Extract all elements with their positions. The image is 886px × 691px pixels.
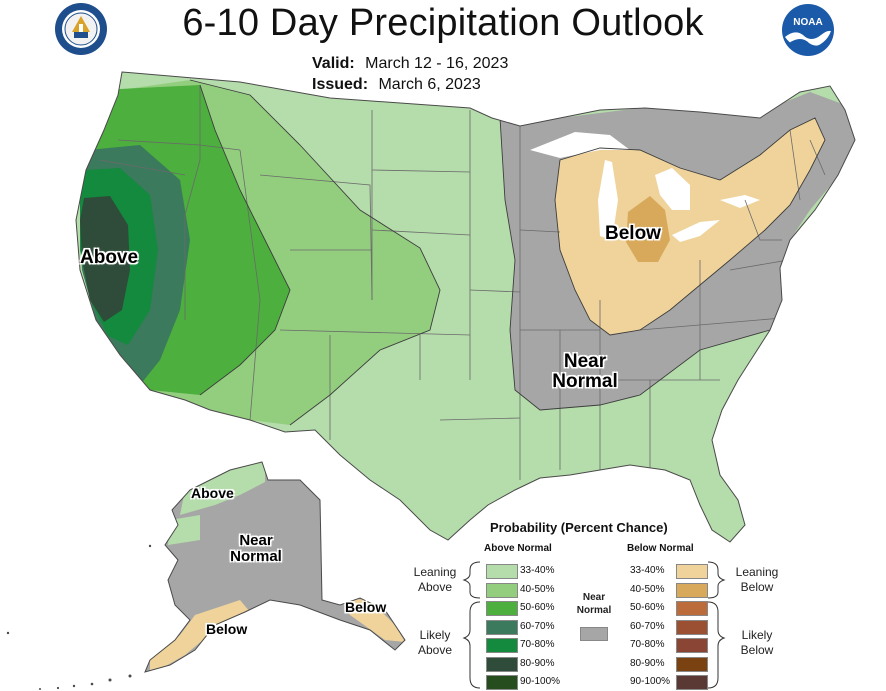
valid-label: Valid:: [312, 55, 355, 72]
near-normal-label-line1: Near: [563, 351, 607, 372]
legend-above-swatch: [486, 656, 518, 672]
above-80-90-region: [80, 196, 130, 322]
issued-line: Issued: March 6, 2023: [312, 76, 481, 94]
ak-above-region-2: [168, 515, 200, 545]
alaska-outline: [144, 461, 406, 673]
legend-leaning-above: Leaning Above: [410, 565, 460, 595]
legend-title: Probability (Percent Chance): [490, 520, 668, 535]
legend-above-swatch: [486, 601, 518, 616]
legend-below-label: 80-90%: [630, 657, 665, 669]
commerce-seal-logo: [55, 3, 107, 55]
legend-below-label: 50-60%: [630, 602, 665, 613]
legend-above-swatch: [486, 619, 518, 635]
legend-below-label: 60-70%: [630, 620, 665, 632]
near-normal-label-line2: Normal: [552, 370, 618, 392]
issued-date: March 6, 2023: [378, 76, 481, 93]
ak-below-label: Below: [206, 621, 248, 637]
category-borders: [189, 79, 826, 426]
ak-above-label: Above: [191, 485, 234, 501]
legend-below-label: 70-80%: [630, 639, 665, 650]
legend-leaning-below: Leaning Below: [730, 565, 784, 595]
legend-above-label: 90-100%: [520, 676, 561, 687]
leaning-below-line2: Below: [740, 580, 774, 594]
alaska-probability-fill: [145, 462, 405, 672]
legend-likely-below: Likely Below: [730, 628, 784, 658]
legend-below-label: 40-50%: [630, 583, 665, 595]
legend-below-label: 33-40%: [630, 565, 665, 576]
legend-above-label: 60-70%: [520, 620, 555, 632]
lake-erie: [672, 220, 720, 242]
conus-outline: [75, 71, 856, 543]
likely-above-line1: Likely: [419, 628, 451, 642]
ak-below-region: [150, 600, 250, 672]
below-label: Below: [605, 223, 661, 244]
legend-below-swatch: [676, 675, 708, 690]
near-normal-legend-line2: Normal: [576, 604, 612, 616]
legend-above-label: 40-50%: [520, 583, 555, 595]
ak-below-se-region: [340, 598, 405, 642]
legend-below-swatch: [676, 564, 708, 579]
near-normal-swatch: [580, 627, 608, 641]
likely-below-line1: Likely: [741, 628, 773, 642]
lake-michigan: [598, 160, 618, 240]
legend-below-swatch: [676, 619, 708, 635]
legend-below-braces: [707, 561, 726, 689]
lake-superior: [530, 132, 630, 158]
legend-below-swatch: [676, 656, 708, 672]
legend-below-label: 90-100%: [630, 676, 671, 687]
legend-above-header: Above Normal: [484, 543, 552, 554]
above-label: Above: [80, 247, 139, 268]
legend-likely-above: Likely Above: [410, 628, 460, 658]
legend-above-braces: [462, 561, 481, 689]
leaning-below-region: [555, 118, 825, 335]
near-normal-label: Near Normal: [540, 352, 630, 392]
issued-label: Issued:: [312, 76, 369, 93]
likely-above-line2: Above: [417, 643, 453, 657]
legend-above-label: 50-60%: [520, 602, 555, 613]
ak-below-se-label: Below: [345, 599, 387, 615]
legend-above-label: 70-80%: [520, 639, 555, 650]
map-title: 6-10 Day Precipitation Outlook: [182, 2, 704, 44]
valid-dates: March 12 - 16, 2023: [365, 55, 509, 72]
legend-above-label: 80-90%: [520, 657, 555, 669]
lake-huron: [655, 168, 690, 210]
ak-near-normal-label-line1: Near: [239, 532, 273, 549]
state-borders: [99, 85, 826, 480]
ak-above-region: [180, 462, 265, 515]
noaa-logo-text: NOAA: [793, 17, 822, 28]
ak-near-normal-label-line2: Normal: [230, 547, 282, 565]
legend-above-swatch: [486, 564, 518, 579]
legend-below-swatch: [676, 601, 708, 616]
legend-below-swatch: [676, 582, 708, 598]
aleutian-islands: [6, 544, 152, 690]
leaning-above-line1: Leaning: [413, 565, 457, 579]
legend-below-header: Below Normal: [627, 543, 694, 554]
near-normal-legend-line1: Near: [582, 592, 606, 603]
leaning-above-line2: Above: [417, 580, 453, 594]
ak-near-normal-label: Near Normal: [224, 533, 288, 565]
legend-below-swatch: [676, 638, 708, 653]
below-40-50-region: [626, 196, 670, 262]
legend-above-label: 33-40%: [520, 565, 555, 576]
legend-near-normal: Near Normal: [572, 592, 616, 617]
leaning-below-line1: Leaning: [735, 565, 779, 579]
noaa-logo: NOAA: [782, 4, 834, 56]
likely-below-line2: Below: [740, 643, 774, 657]
legend-above-swatch: [486, 582, 518, 598]
legend-above-swatch: [486, 638, 518, 653]
lake-ontario: [720, 195, 760, 208]
legend-above-swatch: [486, 675, 518, 690]
valid-line: Valid: March 12 - 16, 2023: [312, 55, 508, 73]
